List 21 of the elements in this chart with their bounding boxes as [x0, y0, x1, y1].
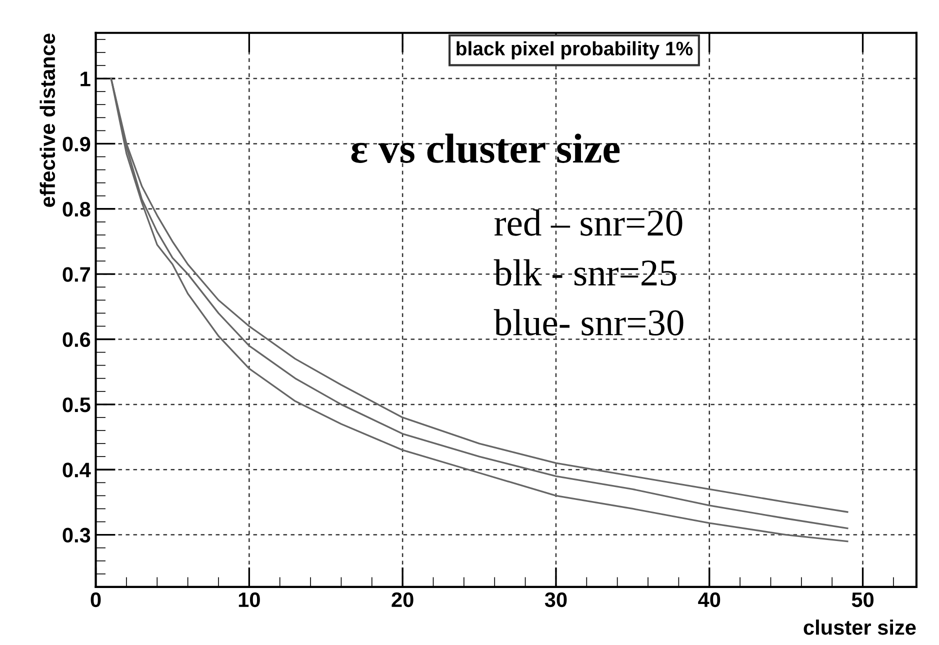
x-tick-label: 20 [392, 592, 414, 608]
y-axis-title: effective distance [40, 34, 56, 207]
annotation: blk - snr=25 [494, 259, 676, 286]
annotation: blue- snr=30 [494, 309, 684, 336]
x-tick-label: 40 [698, 592, 720, 608]
x-tick-label: 0 [90, 592, 101, 608]
y-tick-label: 1 [80, 72, 90, 86]
annotation: ε vs cluster size [351, 134, 620, 164]
x-tick-label: 10 [238, 592, 260, 608]
x-tick-label: 30 [544, 592, 567, 608]
y-tick-label: 0.5 [62, 397, 90, 412]
y-tick-label: 0.9 [62, 136, 90, 152]
annotation: red – snr=20 [494, 209, 682, 236]
y-tick-label: 0.8 [62, 202, 90, 217]
y-tick-label: 0.7 [62, 267, 90, 282]
y-tick-label: 0.4 [62, 462, 91, 478]
x-tick-label: 50 [852, 592, 874, 608]
chart-title: black pixel probability 1% [456, 41, 693, 60]
y-tick-label: 0.6 [62, 332, 90, 348]
y-tick-label: 0.3 [62, 528, 90, 543]
x-axis-title: cluster size [804, 620, 916, 635]
